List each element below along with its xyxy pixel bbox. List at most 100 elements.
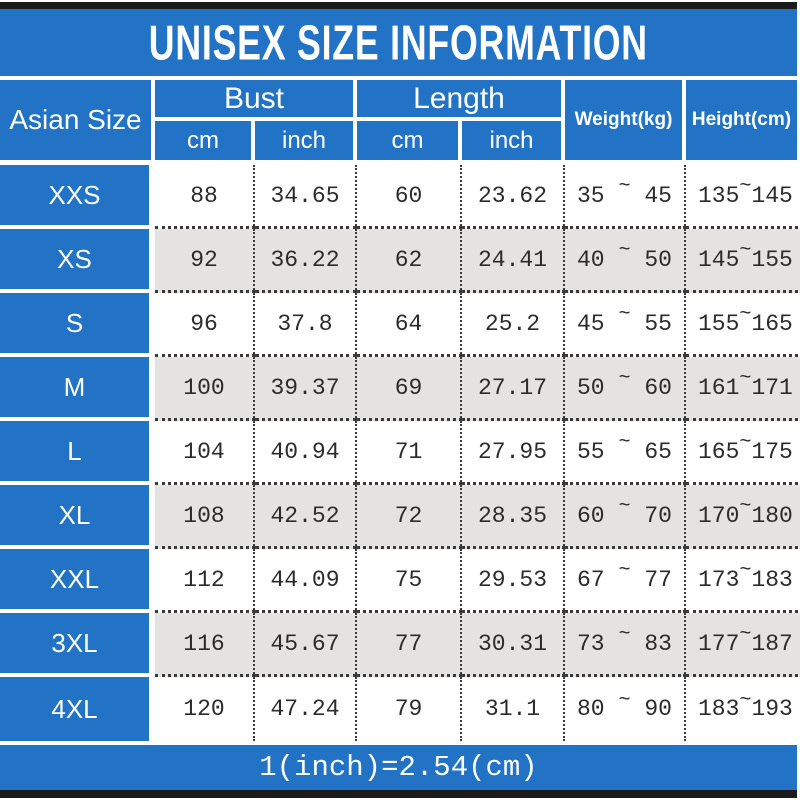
title-banner: UNISEX SIZE INFORMATION [0, 9, 797, 80]
length-inch-value: 30.31 [462, 613, 565, 677]
header-length-inch: inch [462, 121, 565, 160]
table-row: M 100 39.37 69 27.17 50 ~ 60 161 ~ 171 [0, 357, 800, 421]
weight-max: 60 [644, 374, 672, 401]
bust-inch-value: 42.52 [255, 485, 357, 549]
size-label: XL [0, 485, 155, 549]
table-row: XS 92 36.22 62 24.41 40 ~ 50 145 ~ 155 [0, 229, 800, 293]
bust-inch-value: 44.09 [255, 549, 357, 613]
tilde-separator: ~ [739, 623, 752, 646]
length-cm-value: 64 [357, 293, 462, 357]
height-max: 175 [751, 438, 793, 465]
header-bust-inch: inch [255, 121, 357, 160]
table-row: XXS 88 34.65 60 23.62 35 ~ 45 135 ~ 145 [0, 165, 800, 229]
weight-min: 60 [577, 502, 605, 529]
weight-min: 50 [577, 374, 605, 401]
height-range: 145 ~ 155 [686, 229, 800, 293]
size-label: XS [0, 229, 155, 293]
height-max: 180 [751, 502, 793, 529]
bottom-border-strip [0, 790, 797, 798]
height-max: 193 [751, 696, 793, 722]
tilde-separator: ~ [618, 239, 631, 262]
table-header: Asian Size Bust Length Weight(kg) Height… [0, 80, 797, 160]
length-inch-value: 31.1 [462, 677, 565, 741]
weight-min: 35 [577, 182, 605, 209]
length-inch-value: 23.62 [462, 165, 565, 229]
weight-min: 67 [577, 566, 605, 593]
table-row: S 96 37.8 64 25.2 45 ~ 55 155 ~ 165 [0, 293, 800, 357]
bust-cm-value: 92 [155, 229, 255, 293]
bust-cm-value: 96 [155, 293, 255, 357]
size-label: XXL [0, 549, 155, 613]
header-length-cm: cm [357, 121, 462, 160]
height-min: 135 [698, 182, 740, 209]
bust-cm-value: 116 [155, 613, 255, 677]
length-cm-value: 72 [357, 485, 462, 549]
height-range: 161 ~ 171 [686, 357, 800, 421]
tilde-separator: ~ [618, 431, 631, 454]
table-row: 4XL 120 47.24 79 31.1 80 ~ 90 183 ~ 193 [0, 677, 800, 741]
height-min: 177 [698, 630, 740, 657]
bust-inch-value: 40.94 [255, 421, 357, 485]
height-min: 145 [698, 246, 740, 273]
length-inch-value: 29.53 [462, 549, 565, 613]
tilde-separator: ~ [618, 688, 631, 712]
conversion-note: 1(inch)=2.54(cm) [259, 751, 538, 784]
bust-inch-value: 39.37 [255, 357, 357, 421]
height-max: 171 [751, 374, 793, 401]
bust-inch-value: 34.65 [255, 165, 357, 229]
table-row: L 104 40.94 71 27.95 55 ~ 65 165 ~ 175 [0, 421, 800, 485]
length-inch-value: 25.2 [462, 293, 565, 357]
weight-min: 45 [577, 310, 605, 337]
header-weight: Weight(kg) [565, 80, 686, 160]
tilde-separator: ~ [618, 367, 631, 390]
height-min: 155 [698, 310, 740, 337]
bust-cm-value: 120 [155, 677, 255, 741]
bust-inch-value: 36.22 [255, 229, 357, 293]
weight-max: 77 [644, 566, 672, 593]
size-label: 3XL [0, 613, 155, 677]
weight-max: 90 [644, 696, 672, 722]
weight-range: 35 ~ 45 [565, 165, 686, 229]
length-inch-value: 24.41 [462, 229, 565, 293]
weight-max: 70 [644, 502, 672, 529]
bust-inch-value: 37.8 [255, 293, 357, 357]
height-min: 170 [698, 502, 740, 529]
length-cm-value: 77 [357, 613, 462, 677]
size-label: 4XL [0, 677, 155, 741]
height-min: 173 [698, 566, 740, 593]
table-row: XL 108 42.52 72 28.35 60 ~ 70 170 ~ 180 [0, 485, 800, 549]
weight-range: 50 ~ 60 [565, 357, 686, 421]
weight-range: 60 ~ 70 [565, 485, 686, 549]
bust-cm-value: 104 [155, 421, 255, 485]
weight-max: 65 [644, 438, 672, 465]
table-body: XXS 88 34.65 60 23.62 35 ~ 45 135 ~ 145 … [0, 165, 800, 741]
weight-range: 45 ~ 55 [565, 293, 686, 357]
weight-range: 40 ~ 50 [565, 229, 686, 293]
weight-range: 55 ~ 65 [565, 421, 686, 485]
page-title: UNISEX SIZE INFORMATION [148, 14, 649, 71]
height-range: 183 ~ 193 [686, 677, 800, 741]
weight-min: 40 [577, 246, 605, 273]
tilde-separator: ~ [739, 431, 752, 454]
length-cm-value: 79 [357, 677, 462, 741]
bust-inch-value: 47.24 [255, 677, 357, 741]
height-range: 170 ~ 180 [686, 485, 800, 549]
tilde-separator: ~ [618, 623, 631, 646]
height-min: 161 [698, 374, 740, 401]
height-max: 145 [751, 182, 793, 209]
header-bust-cm: cm [155, 121, 255, 160]
tilde-separator: ~ [739, 688, 752, 712]
length-cm-value: 69 [357, 357, 462, 421]
height-max: 165 [751, 310, 793, 337]
length-cm-value: 62 [357, 229, 462, 293]
weight-min: 55 [577, 438, 605, 465]
height-range: 155 ~ 165 [686, 293, 800, 357]
height-min: 165 [698, 438, 740, 465]
tilde-separator: ~ [739, 559, 752, 582]
conversion-note-banner: 1(inch)=2.54(cm) [0, 745, 797, 790]
weight-max: 83 [644, 630, 672, 657]
height-range: 135 ~ 145 [686, 165, 800, 229]
size-table: Asian Size Bust Length Weight(kg) Height… [0, 80, 800, 741]
header-length: Length [357, 80, 565, 121]
tilde-separator: ~ [739, 239, 752, 262]
